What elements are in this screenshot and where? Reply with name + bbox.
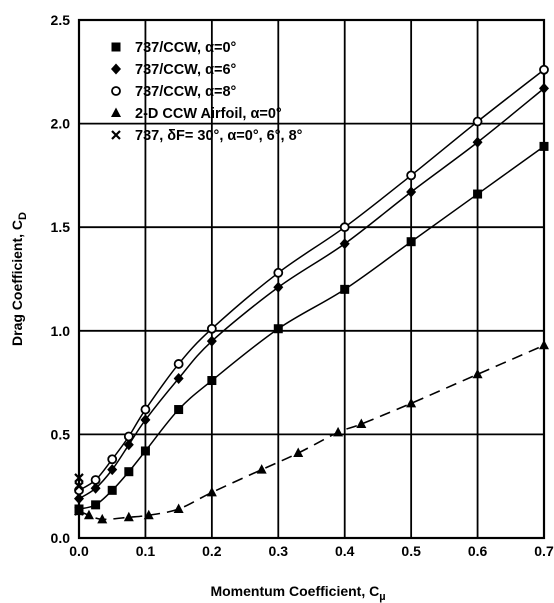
series-2-point — [107, 464, 118, 476]
x-tick-label: 0.4 — [335, 543, 355, 559]
series-4-point — [206, 486, 217, 497]
y-tick-label: 0.0 — [51, 530, 71, 546]
y-tick-label: 1.5 — [51, 219, 71, 235]
x-tick-label: 0.5 — [401, 543, 421, 559]
series-3-point — [173, 359, 184, 369]
x-tick-label: 0.0 — [69, 543, 89, 559]
series-1-point — [107, 485, 117, 495]
series-5-point — [74, 481, 84, 491]
x-tick-label: 0.6 — [468, 543, 488, 559]
series-3-point — [339, 222, 350, 233]
series-3-point — [123, 431, 134, 442]
y-tick-labels: 0.0 0.5 1.0 1.5 2.0 2.5 — [51, 12, 71, 546]
series-4-point — [83, 509, 94, 520]
legend-marker — [111, 63, 121, 75]
series-1-point — [539, 141, 549, 151]
series-group — [74, 64, 549, 524]
x-axis-label-text: Momentum Coefficient, C — [210, 583, 379, 599]
series-1-point — [207, 376, 217, 386]
series-3-point — [472, 116, 483, 127]
series-3-point — [539, 64, 549, 75]
legend-label: 737, δF= 30°, α=0°, 6°, 8° — [135, 128, 303, 144]
x-tick-label: 0.1 — [136, 543, 156, 559]
series-2-point — [539, 82, 549, 94]
series-4-point — [173, 503, 184, 513]
legend-marker — [111, 107, 121, 117]
series-1-point — [140, 446, 150, 456]
series-1-point — [124, 467, 134, 477]
series-1-point — [406, 237, 416, 247]
legend-marker — [111, 130, 121, 140]
series-2-point — [90, 482, 101, 494]
series-4-point — [472, 368, 483, 379]
x-axis-label-subscript: µ — [379, 591, 385, 603]
series-4-point — [256, 464, 267, 474]
series-3-point — [406, 170, 417, 181]
series-4-line — [78, 344, 545, 521]
y-tick-label: 1.0 — [51, 323, 71, 339]
legend-label: 2-D CCW Airfoil, α=0° — [135, 106, 282, 122]
series-3-point — [140, 404, 151, 415]
series-4 — [74, 339, 549, 524]
plot-frame — [77, 18, 546, 540]
legend-marker — [111, 86, 121, 96]
series-1-point — [340, 284, 350, 294]
legend: 737/CCW, α=0° 737/CCW, α=6° 737/CCW, α=8° 2… — [111, 40, 303, 144]
y-axis-label-text: Drag Coefficient, C — [9, 220, 25, 346]
series-1-point — [174, 405, 184, 415]
series-4-point — [539, 339, 549, 350]
series-2-point — [206, 335, 217, 347]
series-4-point — [143, 509, 154, 520]
series-3-point — [206, 323, 217, 334]
series-5-point — [74, 506, 84, 516]
series-1-point — [91, 500, 101, 510]
series-2-point — [406, 186, 417, 198]
series-3-point — [90, 475, 101, 485]
series-2-line — [78, 87, 545, 500]
series-2-point — [123, 439, 134, 451]
series-3-point — [107, 454, 118, 465]
y-tick-label: 2.0 — [51, 116, 71, 132]
series-4-point — [356, 418, 367, 429]
legend-marker — [111, 42, 121, 52]
legend-label: 737/CCW, α=8° — [135, 84, 237, 100]
series-4-point — [123, 511, 134, 522]
series-2-point — [339, 238, 350, 250]
x-tick-label: 0.3 — [269, 543, 289, 559]
series-2-point — [273, 281, 284, 293]
series-5-point — [74, 473, 84, 483]
legend-label: 737/CCW, α=6° — [135, 62, 237, 78]
x-tick-labels: 0.0 0.1 0.2 0.3 0.4 0.5 0.6 0.7 — [69, 543, 554, 559]
series-3-point — [273, 267, 284, 278]
y-tick-label: 2.5 — [51, 12, 71, 28]
x-tick-label: 0.2 — [202, 543, 222, 559]
series-4-point — [406, 397, 417, 408]
series-2 — [74, 82, 549, 505]
y-axis-label-subscript: D — [17, 212, 29, 220]
x-axis-label: Momentum Coefficient, Cµ — [210, 583, 385, 603]
series-1-point — [273, 324, 283, 334]
series-2-point — [472, 136, 483, 148]
series-1-point — [473, 189, 483, 199]
x-tick-label: 0.7 — [534, 543, 554, 559]
series-2-point — [140, 414, 151, 426]
series-2-point — [74, 493, 84, 505]
series-4-point — [293, 447, 304, 458]
y-tick-label: 0.5 — [51, 426, 71, 442]
series-4-point — [97, 513, 108, 524]
series-5 — [74, 473, 84, 516]
series-4-point — [333, 426, 344, 437]
legend-label: 737/CCW, α=0° — [135, 40, 237, 56]
series-2-point — [173, 372, 184, 384]
y-axis-label: Drag Coefficient, CD — [9, 212, 29, 346]
